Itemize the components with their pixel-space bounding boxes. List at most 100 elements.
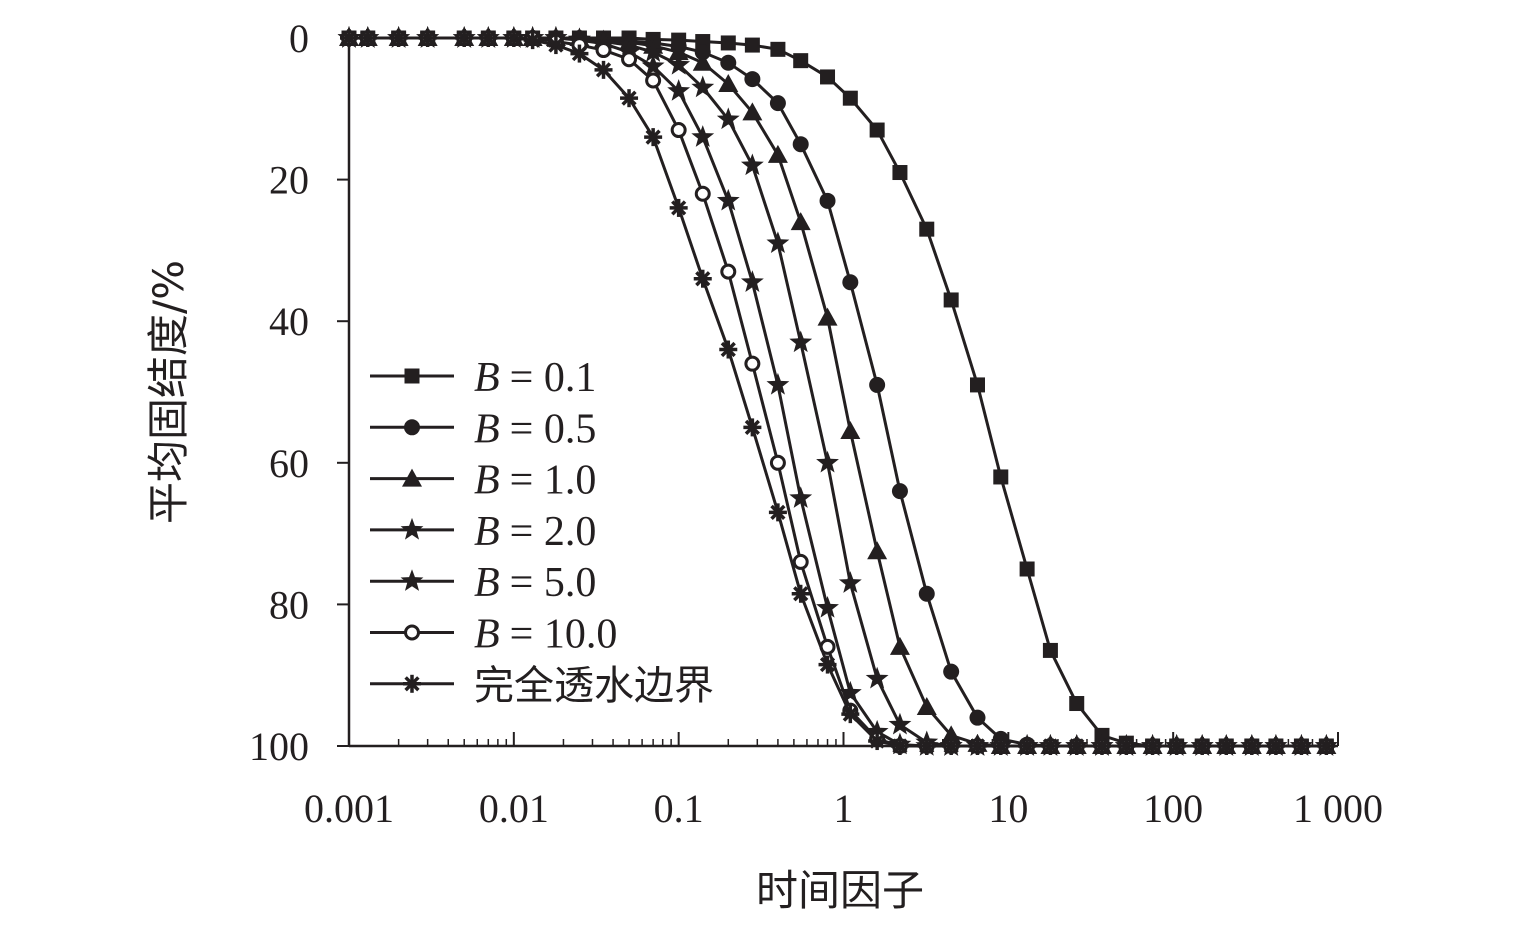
data-point [943,292,959,308]
legend-marker [404,419,420,436]
data-point [742,102,763,121]
data-point [969,377,985,393]
data-point [718,74,739,93]
data-point [694,44,711,61]
legend-label: 完全透水边界 [474,663,714,709]
legend-item: B = 1.0 [370,458,596,504]
data-point [667,79,691,101]
legend-marker [404,624,420,641]
legend: B = 0.1 B = 0.5 B = 1.0 B = 2.0 B = 5.0 B = 10.0 完全透… [370,355,714,709]
data-point [570,44,589,63]
x-tick-label: 100 [1143,786,1203,831]
data-point [1193,737,1212,755]
data-point [792,136,809,153]
data-point [692,52,713,71]
data-point [1317,737,1336,755]
data-point [838,680,862,703]
data-point [720,35,736,51]
legend-label: B = 0.5 [474,406,596,452]
data-point [645,72,662,89]
data-point [869,376,886,393]
data-point [891,483,908,500]
data-point [842,90,858,106]
data-point [790,212,811,231]
data-point [1067,737,1086,755]
legend-item: B = 2.0 [370,509,596,555]
data-point [743,418,762,437]
x-axis-title: 时间因子 [756,866,924,915]
y-tick-label: 60 [269,441,309,486]
data-point [504,29,523,47]
data-point [869,122,885,138]
data-point [620,89,639,108]
data-point [842,274,859,291]
series-layer [337,26,1338,756]
data-point [389,29,408,47]
data-point [594,60,613,79]
data-point [840,420,861,439]
legend-marker [404,368,420,384]
data-point [694,185,711,202]
legend-marker [402,468,422,487]
data-point [766,372,790,395]
data-point [916,697,937,716]
x-tick-label: 1 000 [1293,786,1383,831]
data-point [993,469,1009,485]
data-point [818,655,837,674]
data-point [1117,737,1136,755]
data-point [617,40,641,62]
y-tick-label: 0 [289,16,309,61]
data-point [838,571,862,593]
data-point [644,128,663,147]
data-point [969,709,986,726]
data-point [523,31,542,50]
legend-label: B = 10.0 [474,612,617,658]
data-point [595,42,612,59]
legend-label: B = 2.0 [474,509,596,555]
series-6 [340,29,1336,755]
data-point [740,270,764,292]
legend-marker [400,517,424,540]
data-point [868,732,887,751]
y-tick-label: 80 [269,582,309,627]
data-point [1217,737,1236,755]
y-tick-label: 40 [269,299,309,344]
x-tick-label: 0.001 [304,786,394,831]
data-point [621,51,638,68]
data-point [918,585,935,602]
data-point [691,75,715,98]
data-point [865,666,889,689]
data-point [816,595,839,618]
data-point [1041,737,1060,755]
data-point [819,192,836,209]
data-point [865,719,889,742]
data-point [716,188,740,211]
data-point [719,340,738,359]
legend-label: B = 5.0 [474,560,596,606]
data-point [889,636,910,655]
data-point [716,107,740,130]
data-point [820,69,836,85]
y-tick-label: 20 [269,158,309,203]
data-point [744,37,760,53]
legend-item: B = 10.0 [370,612,617,658]
data-point [888,712,912,735]
legend-label: B = 1.0 [474,458,596,504]
data-point [817,307,838,326]
data-point [867,541,888,560]
data-point [720,263,737,280]
data-point [720,54,737,71]
data-point [943,663,960,680]
legend-label: B = 0.1 [474,355,596,401]
x-tick-label: 0.1 [654,786,704,831]
data-point [340,29,358,47]
data-point [740,153,764,176]
data-point [890,737,909,755]
data-point [919,221,935,237]
data-point [917,737,936,755]
data-point [1042,642,1058,658]
legend-item: B = 5.0 [370,560,596,606]
data-point [1292,737,1311,755]
data-point [668,42,689,61]
